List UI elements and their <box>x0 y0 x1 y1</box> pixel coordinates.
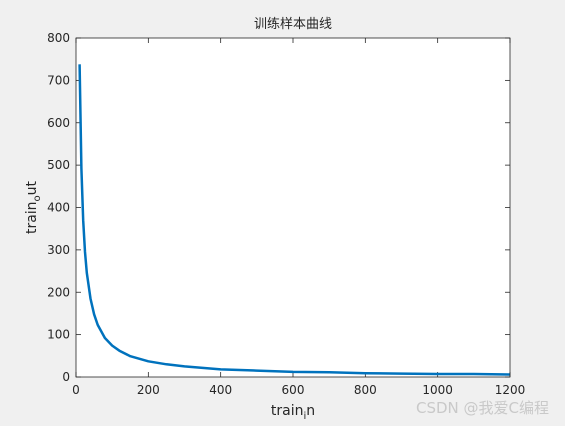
y-tick-label: 300 <box>47 243 70 257</box>
x-tick-label: 0 <box>72 383 80 397</box>
y-tick-label: 700 <box>47 73 70 87</box>
tick-labels-group: 0 200 400 600 800 1000 1200 0 100 200 300 400 500 600… <box>47 31 525 397</box>
y-axis-label-tail: ut <box>24 180 40 195</box>
x-tick-label: 400 <box>209 383 232 397</box>
y-tick-label: 600 <box>47 116 70 130</box>
y-axis-label-main: train <box>24 201 40 234</box>
y-tick-label: 200 <box>47 285 70 299</box>
y-axis-label: trainout <box>24 180 43 234</box>
x-axis-label-tail: n <box>306 403 315 419</box>
x-axis-label-main: train <box>271 403 304 419</box>
y-axis-label-sub: o <box>32 195 43 201</box>
x-axis-label-sub: i <box>303 411 306 422</box>
axes-box <box>75 37 511 378</box>
watermark-text: CSDN @我爱C编程 <box>415 399 549 417</box>
series-line <box>78 64 511 376</box>
axes-background <box>76 38 510 377</box>
x-tick-label: 1000 <box>422 383 453 397</box>
x-axis-label: trainin <box>271 403 315 422</box>
x-tick-label: 1200 <box>495 383 526 397</box>
x-tick-label: 800 <box>354 383 377 397</box>
chart-title: 训练样本曲线 <box>254 17 332 32</box>
x-tick-label: 600 <box>282 383 305 397</box>
y-tick-label: 100 <box>47 328 70 342</box>
y-tick-label: 400 <box>47 201 70 215</box>
y-tick-label: 0 <box>62 370 70 384</box>
y-tick-label: 500 <box>47 158 70 172</box>
x-tick-label: 200 <box>137 383 160 397</box>
y-tick-label: 800 <box>47 31 70 45</box>
